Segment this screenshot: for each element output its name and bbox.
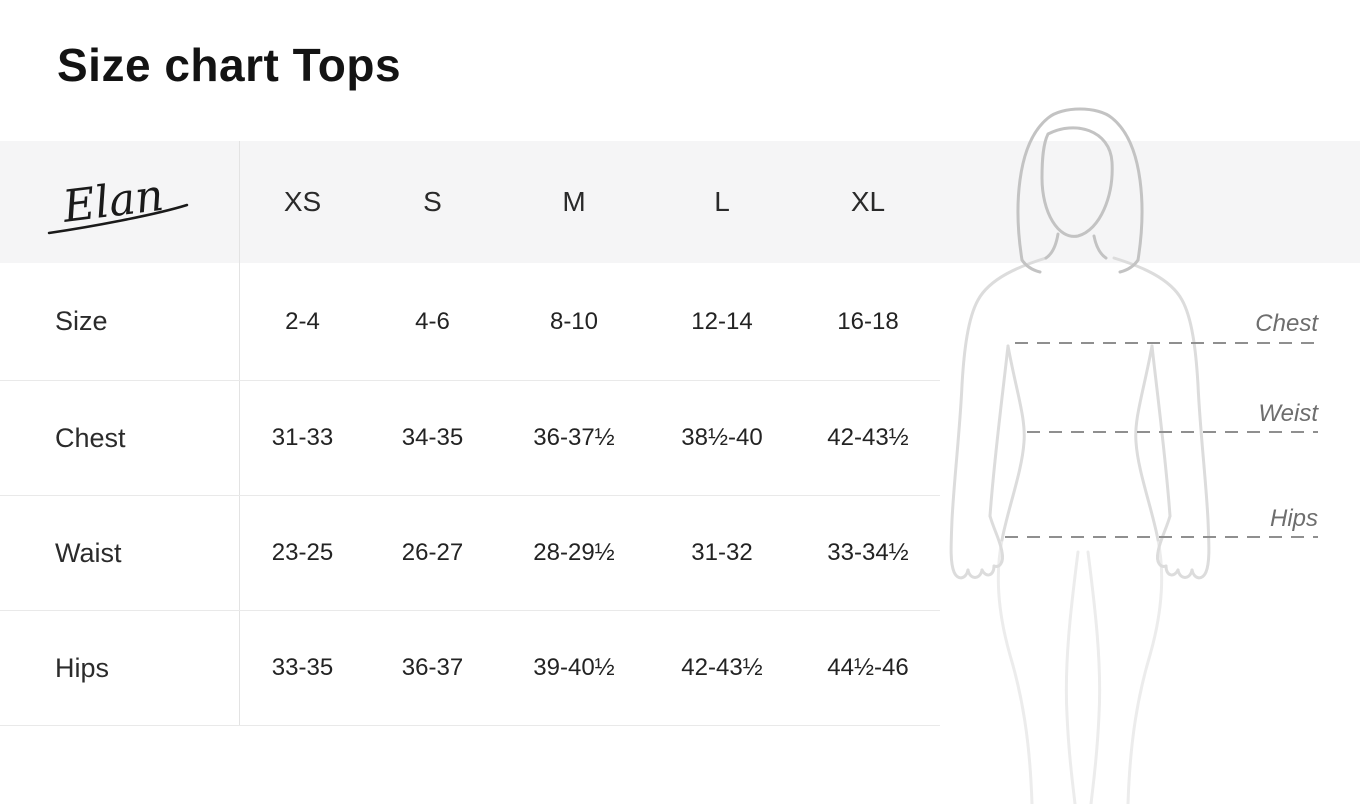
size-value: 33-34½ <box>827 539 909 566</box>
column-header-s: S <box>423 186 442 217</box>
table-header-row: Elan XS S M L XL <box>0 141 940 263</box>
size-value: 2-4 <box>285 307 320 335</box>
size-table: Elan XS S M L XL Size 2-4 4-6 8-10 12-14 16-18 Che… <box>0 141 940 726</box>
size-value: 4-6 <box>415 307 450 335</box>
column-header-xl: XL <box>850 186 886 217</box>
size-value: 38½-40 <box>681 424 763 451</box>
row-label: Hips <box>0 611 240 725</box>
size-value: 23-25 <box>271 539 334 566</box>
row-label: Waist <box>0 496 240 610</box>
size-value: 31-32 <box>691 539 753 566</box>
size-value: 33-35 <box>271 654 334 681</box>
size-value: 36-37 <box>401 654 464 681</box>
column-header-m: M <box>562 186 586 217</box>
table-body: Size 2-4 4-6 8-10 12-14 16-18 Chest 31-33 34-35 3… <box>0 263 940 726</box>
size-value: 28-29½ <box>533 539 615 566</box>
size-value: 12-14 <box>691 307 753 335</box>
size-value: 42-43½ <box>827 424 909 451</box>
brand-logo: Elan <box>0 141 240 263</box>
size-value: 8-10 <box>549 307 599 335</box>
weist-measure-label: Weist <box>1258 400 1318 427</box>
row-label: Size <box>0 263 240 380</box>
size-value: 42-43½ <box>681 654 763 681</box>
table-row: Chest 31-33 34-35 36-37½ 38½-40 42-43½ <box>0 381 940 496</box>
table-row: Size 2-4 4-6 8-10 12-14 16-18 <box>0 263 940 381</box>
size-value: 39-40½ <box>533 654 615 681</box>
size-value: 31-33 <box>271 424 334 451</box>
column-header-l: L <box>714 186 730 217</box>
size-value: 26-27 <box>401 539 464 566</box>
size-value: 36-37½ <box>533 424 615 451</box>
size-value: 34-35 <box>401 424 464 451</box>
hips-measure-label: Hips <box>1269 505 1318 532</box>
size-value: 44½-46 <box>827 654 909 681</box>
table-row: Waist 23-25 26-27 28-29½ 31-32 33-34½ <box>0 496 940 611</box>
table-row: Hips 33-35 36-37 39-40½ 42-43½ 44½-46 <box>0 611 940 726</box>
row-label: Chest <box>0 381 240 495</box>
page-title: Size chart Tops <box>57 39 402 91</box>
column-header-xs: XS <box>283 186 322 217</box>
size-value: 16-18 <box>837 307 899 335</box>
chest-measure-label: Chest <box>1255 310 1318 337</box>
